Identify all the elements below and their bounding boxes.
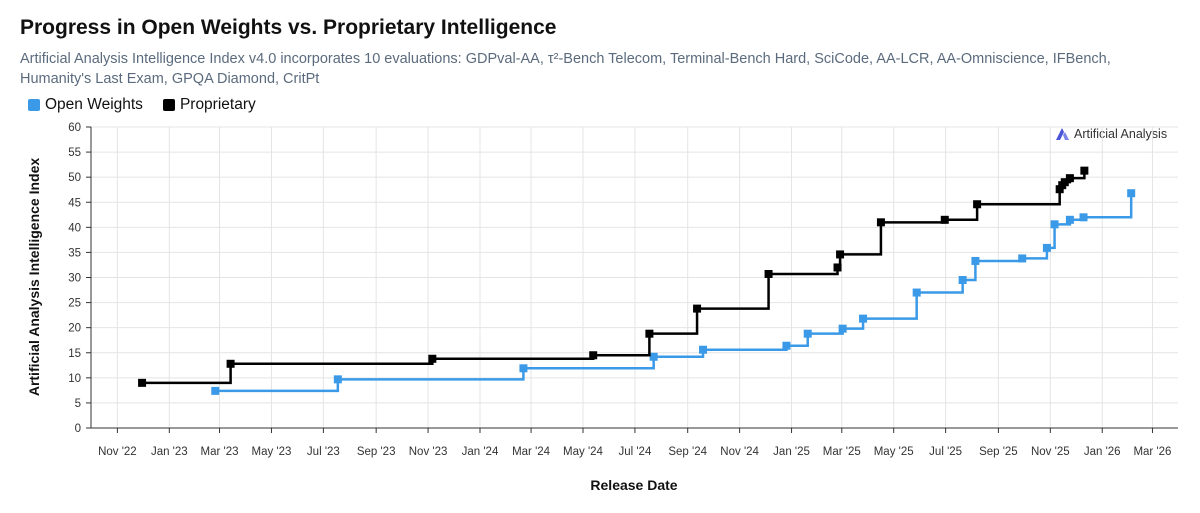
data-point-open-weights[interactable] [1065, 215, 1074, 224]
legend-item-proprietary[interactable]: Proprietary [162, 96, 256, 114]
x-tick-label: Jul '25 [929, 446, 962, 458]
data-point-proprietary[interactable] [1065, 174, 1074, 183]
data-point-open-weights[interactable] [838, 324, 847, 333]
data-point-proprietary[interactable] [693, 304, 702, 313]
data-point-open-weights[interactable] [1127, 189, 1136, 198]
series-line-open-weights [215, 193, 1133, 393]
data-point-open-weights[interactable] [699, 345, 708, 354]
x-tick-label: May '24 [563, 446, 604, 458]
data-point-proprietary[interactable] [645, 329, 654, 338]
data-point-proprietary[interactable] [1080, 166, 1089, 175]
data-point-open-weights[interactable] [519, 364, 528, 373]
x-tick-label: Nov '22 [98, 446, 137, 458]
x-tick-label: Jan '24 [462, 446, 499, 458]
series-open-weights [211, 189, 1136, 395]
x-axis-label: Release Date [590, 477, 677, 493]
data-point-open-weights[interactable] [1042, 243, 1051, 252]
x-tick-label: Sep '23 [357, 446, 396, 458]
legend: Open Weights Proprietary [28, 96, 276, 114]
x-tick-label: Jul '23 [307, 446, 340, 458]
x-tick-label: Jan '26 [1084, 446, 1121, 458]
chart-subtitle: Artificial Analysis Intelligence Index v… [20, 51, 1111, 87]
y-tick-label: 5 [75, 398, 81, 410]
y-axis-label: Artificial Analysis Intelligence Index [26, 158, 42, 397]
data-point-proprietary[interactable] [940, 215, 949, 224]
x-tick-label: Mar '23 [201, 446, 239, 458]
data-point-proprietary[interactable] [1060, 178, 1069, 187]
legend-item-open-weights[interactable]: Open Weights [28, 96, 143, 114]
series-proprietary [138, 166, 1089, 387]
legend-swatch-proprietary [162, 99, 175, 111]
data-point-proprietary[interactable] [1055, 185, 1064, 194]
data-point-open-weights[interactable] [912, 288, 921, 297]
x-tick-label: May '23 [251, 446, 291, 458]
brand-name: Artificial Analysis [1074, 127, 1168, 141]
data-point-open-weights[interactable] [1050, 220, 1059, 229]
data-point-open-weights[interactable] [1018, 254, 1027, 263]
data-point-open-weights[interactable] [803, 329, 812, 338]
grid-lines [91, 126, 1178, 429]
x-tick-label: Nov '25 [1031, 446, 1070, 458]
data-point-proprietary[interactable] [428, 354, 437, 363]
data-point-proprietary[interactable] [226, 359, 235, 368]
y-tick-label: 25 [68, 298, 81, 310]
data-point-open-weights[interactable] [1079, 213, 1088, 222]
x-tick-label: May '25 [874, 446, 914, 458]
legend-label-proprietary: Proprietary [179, 96, 256, 113]
legend-label-open-weights: Open Weights [45, 96, 143, 113]
y-tick-label: 30 [68, 273, 81, 285]
x-tick-label: Sep '24 [668, 446, 707, 458]
y-tick-label: 55 [68, 147, 81, 159]
x-tick-label: Nov '23 [409, 446, 448, 458]
x-tick-label: Sep '25 [979, 446, 1018, 458]
x-tick-label: Mar '26 [1133, 446, 1171, 458]
axes: 0 5 10 15 20 25 30 35 40 45 50 55 60 Nov '22 Jan '23 Ma… [68, 122, 1178, 458]
y-tick-label: 20 [68, 323, 81, 335]
legend-swatch-open-weights [28, 99, 40, 111]
data-point-open-weights[interactable] [333, 375, 342, 384]
data-point-proprietary[interactable] [833, 263, 842, 272]
y-tick-label: 45 [68, 197, 81, 209]
x-tick-label: Jan '23 [151, 446, 188, 458]
y-tick-label: 40 [68, 222, 81, 234]
y-tick-label: 35 [68, 247, 81, 259]
x-tick-label: Jul '24 [618, 446, 651, 458]
x-tick-label: Mar '24 [512, 446, 551, 458]
brand-logo: Artificial Analysis [1055, 127, 1167, 141]
x-tick-label: Jan '25 [773, 446, 810, 458]
data-point-open-weights[interactable] [211, 386, 220, 395]
y-tick-label: 10 [68, 373, 81, 385]
data-point-proprietary[interactable] [876, 218, 885, 227]
artificial-analysis-logo-icon [1056, 128, 1069, 140]
y-tick-label: 50 [68, 172, 81, 184]
data-point-proprietary[interactable] [589, 351, 598, 360]
data-point-proprietary[interactable] [138, 378, 147, 387]
chart-title: Progress in Open Weights vs. Proprietary… [20, 16, 557, 39]
data-point-open-weights[interactable] [649, 352, 658, 361]
data-point-proprietary[interactable] [836, 250, 845, 259]
data-point-proprietary[interactable] [764, 269, 773, 278]
data-point-open-weights[interactable] [971, 256, 980, 265]
x-tick-label: Nov '24 [720, 446, 759, 458]
y-tick-label: 15 [68, 348, 81, 360]
y-tick-label: 60 [68, 122, 81, 134]
x-tick-label: Mar '25 [823, 446, 861, 458]
data-point-open-weights[interactable] [782, 341, 791, 350]
data-point-open-weights[interactable] [958, 276, 967, 285]
data-point-proprietary[interactable] [973, 200, 982, 209]
y-tick-label: 0 [75, 423, 81, 435]
data-point-open-weights[interactable] [859, 314, 868, 323]
series-layer [138, 166, 1136, 395]
